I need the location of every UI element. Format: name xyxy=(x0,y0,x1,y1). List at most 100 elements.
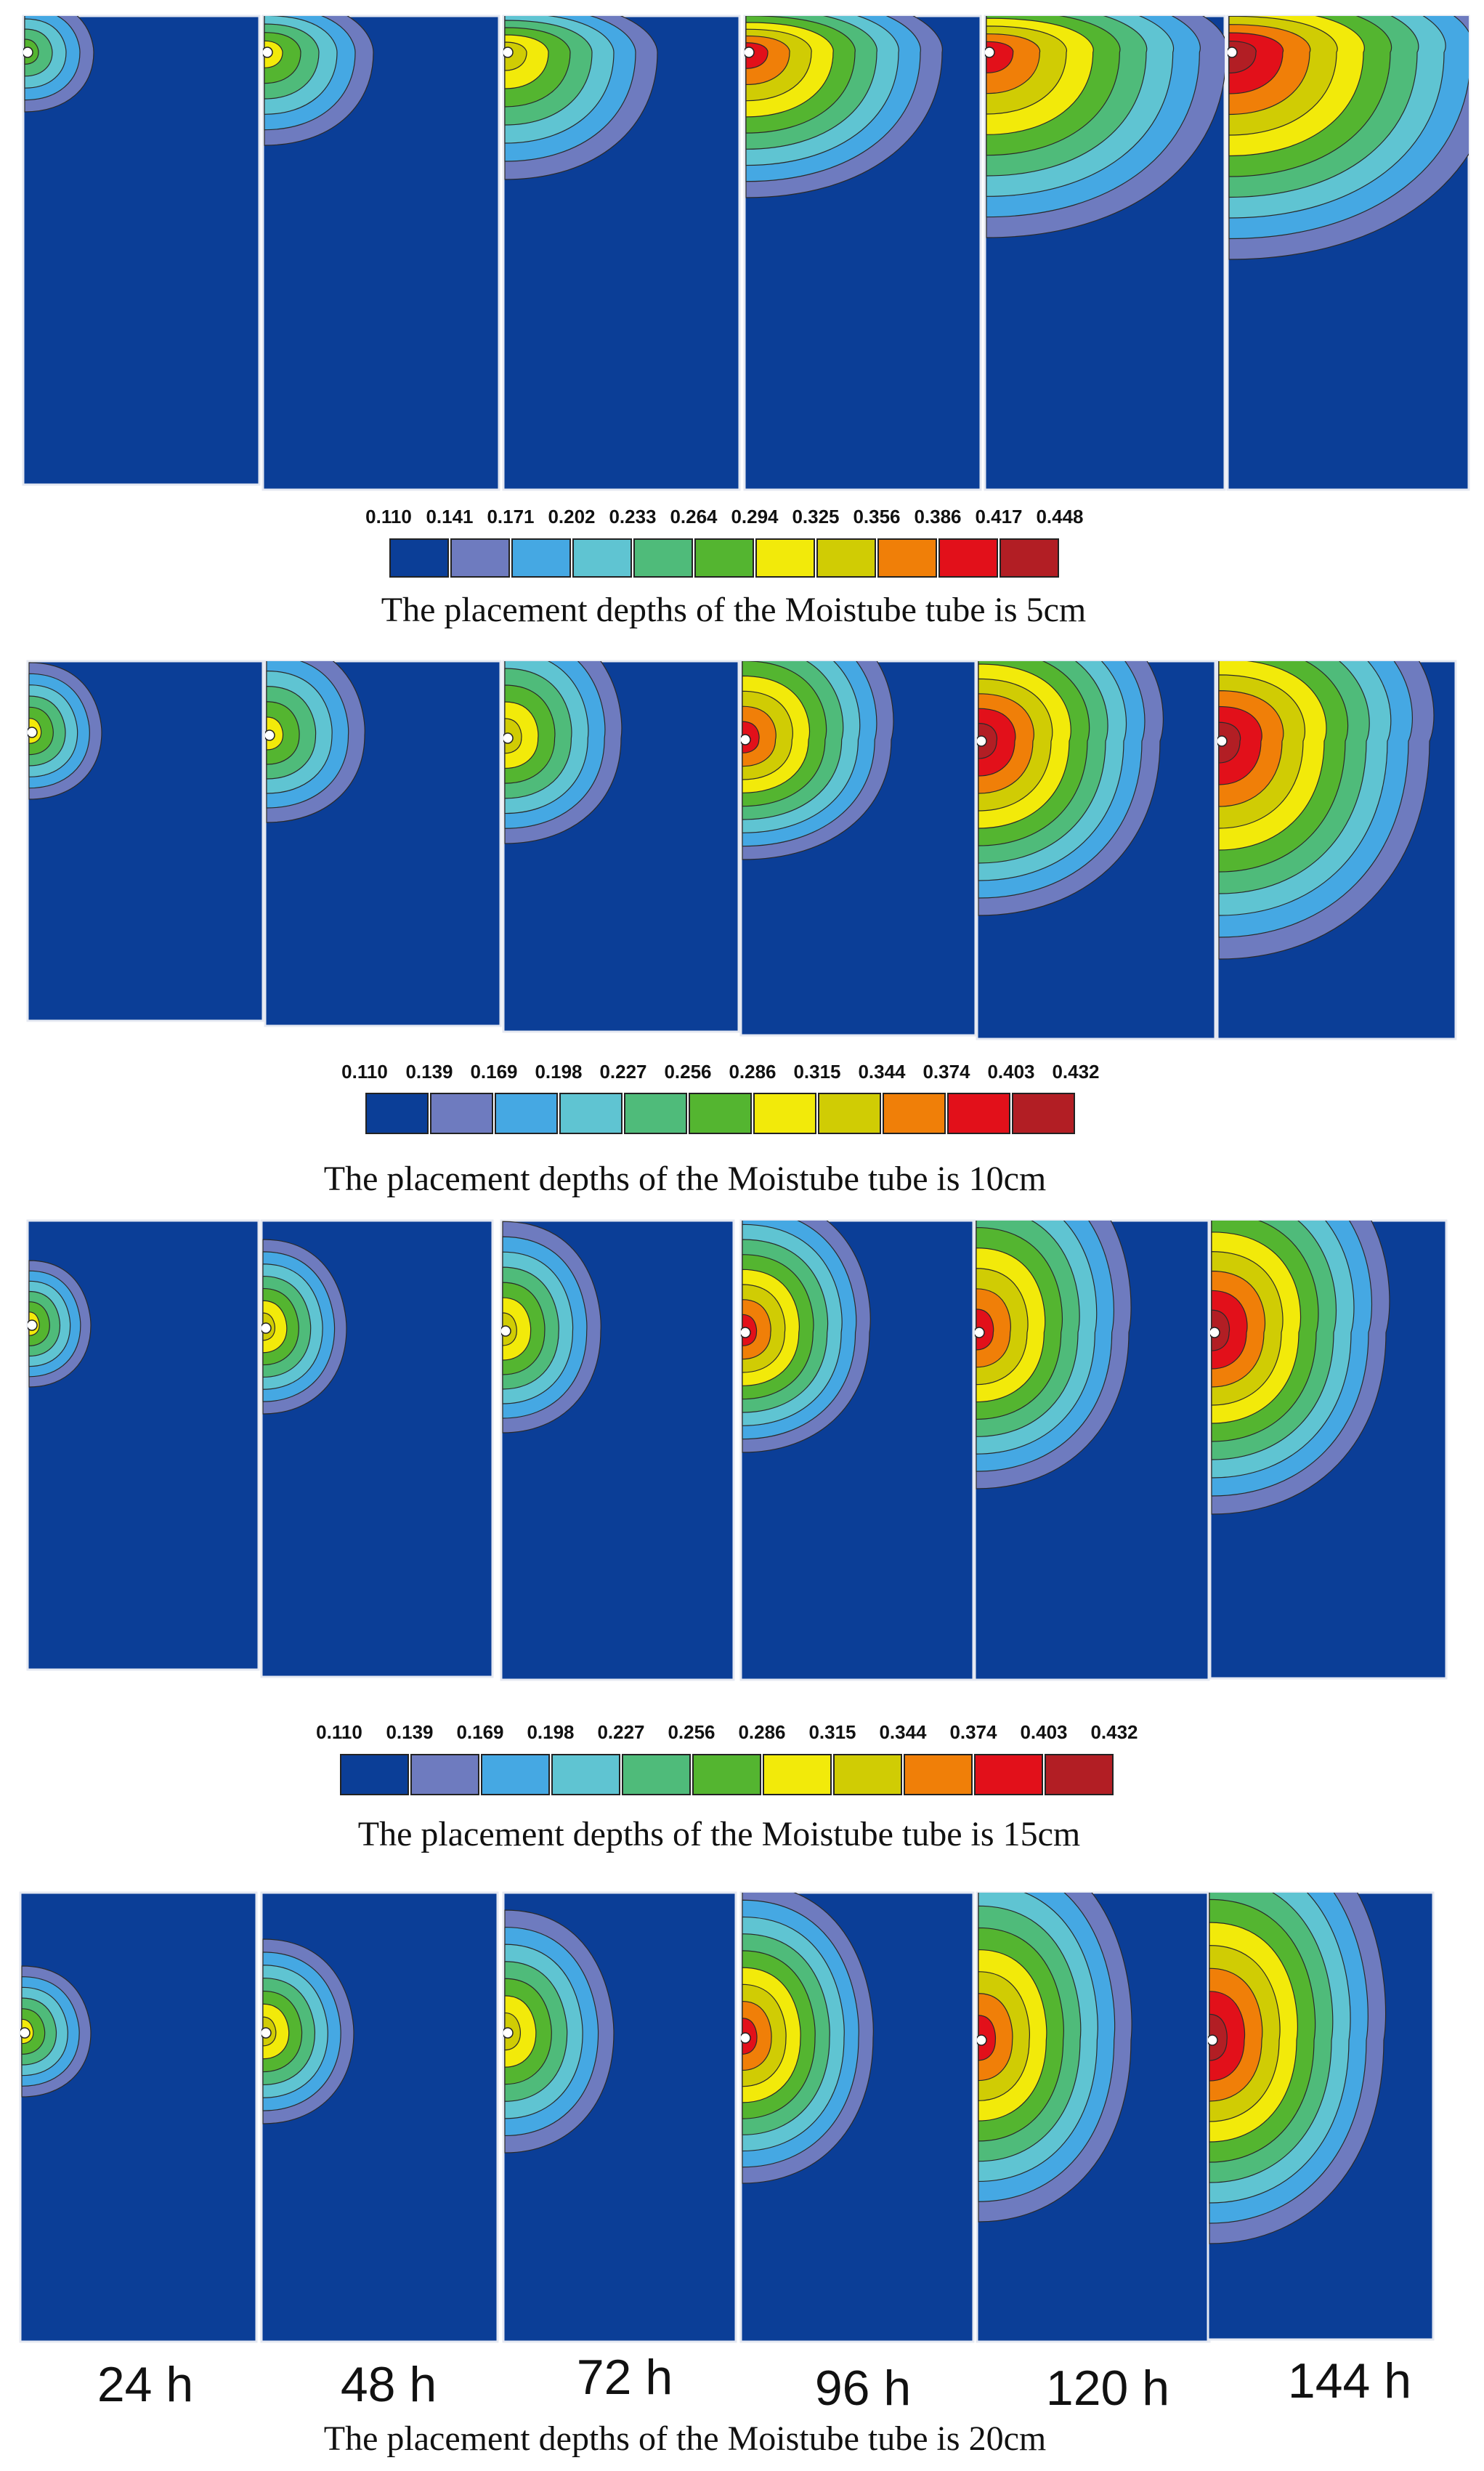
color-legends: 0.110 0.141 0.171 0.202 0.233 0.264 0.294 0.325… xyxy=(316,506,1138,1795)
legend-swatch xyxy=(692,1754,761,1795)
contour-panel-3-1 xyxy=(260,1891,499,2343)
legend-swatch xyxy=(430,1093,493,1134)
contour-panel-1-0 xyxy=(26,660,264,1022)
legend-tick-label: 0.356 xyxy=(853,506,900,527)
moistube-tube-marker xyxy=(261,2027,272,2039)
contour-panel-1-5 xyxy=(1216,660,1457,1040)
contour-panel-0-1 xyxy=(261,15,500,491)
legend-tick-label: 0.344 xyxy=(858,1061,906,1083)
legend-tick-label: 0.344 xyxy=(879,1721,927,1743)
legend-swatch xyxy=(755,538,815,578)
legend-tick-label: 0.202 xyxy=(548,506,595,527)
time-label-48h: 48 h xyxy=(341,2357,437,2412)
legend-tick-label: 0.169 xyxy=(470,1061,517,1083)
caption-depth-20cm: The placement depths of the Moistube tub… xyxy=(324,2419,1046,2458)
legend-tick-label: 0.139 xyxy=(386,1721,433,1743)
legend-swatch xyxy=(495,1093,558,1134)
contour-band xyxy=(504,718,522,754)
legend-tick-label: 0.403 xyxy=(1020,1721,1067,1743)
moistube-tube-marker xyxy=(1228,46,1238,58)
captions: The placement depths of the Moistube tub… xyxy=(324,591,1086,2458)
time-label-72h: 72 h xyxy=(577,2350,673,2405)
legend-swatch xyxy=(1045,1754,1114,1795)
moistube-tube-marker xyxy=(28,727,38,738)
caption-depth-5cm: The placement depths of the Moistube tub… xyxy=(381,591,1086,629)
caption-depth-10cm: The placement depths of the Moistube tub… xyxy=(324,1160,1046,1198)
legend-swatch xyxy=(622,1754,691,1795)
legend-tick-label: 0.403 xyxy=(987,1061,1034,1083)
contour-panel-1-4 xyxy=(976,660,1217,1040)
legend-tick-label: 0.110 xyxy=(341,1061,388,1083)
legend-tick-label: 0.139 xyxy=(405,1061,453,1083)
legend-tick-label: 0.233 xyxy=(609,506,656,527)
legend-tick-label: 0.198 xyxy=(535,1061,582,1083)
legend-swatch xyxy=(833,1754,902,1795)
legend-tick-label: 0.286 xyxy=(729,1061,776,1083)
legend-swatch xyxy=(389,538,449,578)
legend-swatch xyxy=(689,1093,752,1134)
contour-band xyxy=(978,2015,997,2061)
legend-swatch xyxy=(1012,1093,1075,1134)
contour-panel-0-3 xyxy=(743,15,982,491)
contour-panel-2-2 xyxy=(500,1219,735,1681)
moistube-tube-marker xyxy=(261,1322,272,1334)
contour-panel-3-5 xyxy=(1207,1891,1435,2341)
contour-panel-3-0 xyxy=(19,1891,258,2343)
contour-panel-1-1 xyxy=(264,660,502,1027)
contour-panel-2-5 xyxy=(1209,1219,1448,1680)
legend-swatch xyxy=(947,1093,1010,1134)
moistube-tube-marker xyxy=(501,1325,511,1337)
legend-0: 0.110 0.141 0.171 0.202 0.233 0.264 0.294 0.325… xyxy=(365,506,1084,578)
time-labels: 24 h 48 h 72 h 96 h 120 h 144 h xyxy=(97,2350,1411,2416)
legend-tick-label: 0.256 xyxy=(668,1721,715,1743)
moistube-tube-marker xyxy=(745,46,755,58)
time-label-120h: 120 h xyxy=(1046,2361,1169,2416)
contour-panel-3-4 xyxy=(976,1891,1211,2343)
legend-swatch xyxy=(624,1093,687,1134)
legend-tick-label: 0.264 xyxy=(670,506,718,527)
legend-swatch xyxy=(551,1754,620,1795)
legend-swatch xyxy=(694,538,754,578)
moistube-tube-marker xyxy=(263,46,273,58)
legend-2: 0.110 0.139 0.169 0.198 0.227 0.256 0.286 0.315… xyxy=(316,1721,1138,1795)
legend-tick-label: 0.256 xyxy=(664,1061,711,1083)
legend-swatch xyxy=(450,538,510,578)
moistube-tube-marker xyxy=(741,1327,751,1338)
contour-band xyxy=(1209,2013,1228,2061)
contour-panel-0-5 xyxy=(1226,15,1470,491)
legend-tick-label: 0.432 xyxy=(1052,1061,1099,1083)
legend-swatch xyxy=(633,538,693,578)
legend-tick-label: 0.386 xyxy=(914,506,961,527)
contour-band xyxy=(1218,721,1241,764)
contour-panel-2-3 xyxy=(739,1219,975,1681)
time-label-24h: 24 h xyxy=(97,2357,193,2412)
moistube-tube-marker xyxy=(985,46,995,58)
moistube-tube-marker xyxy=(503,732,514,744)
contour-panel-2-1 xyxy=(260,1219,494,1678)
legend-tick-label: 0.417 xyxy=(975,506,1022,527)
legend-tick-label: 0.110 xyxy=(316,1721,362,1743)
legend-tick-label: 0.374 xyxy=(923,1061,970,1083)
moistube-tube-marker xyxy=(503,46,514,58)
legend-swatch xyxy=(883,1093,946,1134)
contour-band xyxy=(1211,1309,1230,1351)
legend-tick-label: 0.294 xyxy=(731,506,779,527)
moistube-tube-marker xyxy=(265,729,275,741)
legend-tick-label: 0.227 xyxy=(597,1721,644,1743)
moistube-tube-marker xyxy=(975,1327,985,1338)
legend-tick-label: 0.286 xyxy=(738,1721,785,1743)
contour-panel-1-2 xyxy=(502,660,740,1033)
contour-panel-2-0 xyxy=(26,1219,260,1671)
legend-swatch xyxy=(511,538,571,578)
legend-swatch xyxy=(816,538,876,578)
legend-tick-label: 0.227 xyxy=(599,1061,646,1083)
contour-panel-0-0 xyxy=(22,15,261,486)
moistube-tube-marker xyxy=(1208,2034,1218,2046)
legend-swatch xyxy=(572,538,632,578)
legend-swatch xyxy=(938,538,998,578)
moistube-tube-marker xyxy=(741,734,751,745)
contour-panel-3-2 xyxy=(502,1891,737,2343)
moistube-tube-marker xyxy=(977,2034,987,2046)
legend-1: 0.110 0.139 0.169 0.198 0.227 0.256 0.286 0.315… xyxy=(341,1061,1100,1134)
